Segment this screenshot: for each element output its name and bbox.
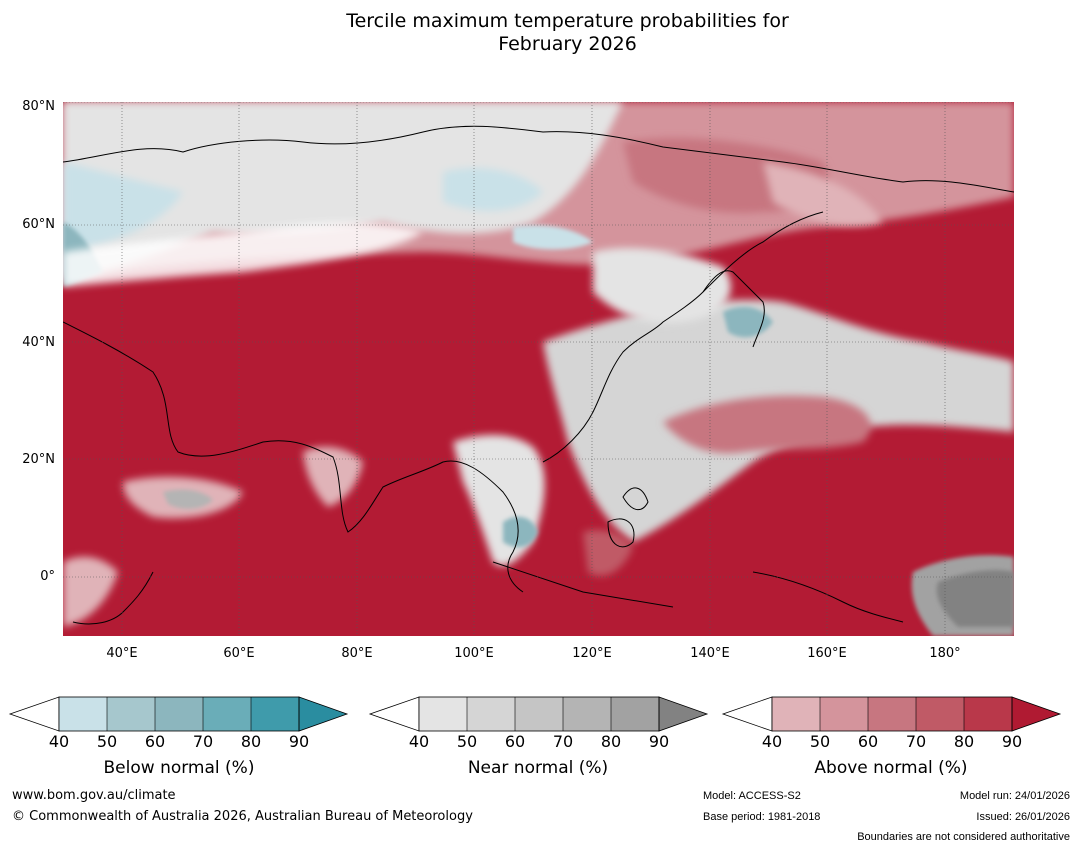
near-tick-90: 90 — [648, 732, 670, 751]
lon-label-100e: 100°E — [454, 646, 494, 661]
colorbar-near-title: Near normal (%) — [467, 758, 609, 778]
colorbar-below-swatch-50-60 — [107, 697, 155, 731]
colorbar-above-swatch-40-50 — [772, 697, 820, 731]
footer-model: Model: ACCESS-S2 — [703, 790, 801, 802]
zone-below-scandinavia — [63, 162, 183, 252]
above-tick-60: 60 — [857, 732, 879, 751]
colorbar-above — [721, 696, 1062, 732]
below-tick-40: 40 — [48, 732, 70, 751]
lon-label-80e: 80°E — [341, 646, 373, 661]
colorbar-above-swatch-60-70 — [868, 697, 916, 731]
lat-label-20n: 20°N — [22, 452, 55, 467]
colorbar-near-swatch-70-80 — [563, 697, 611, 731]
colorbar-above-swatch-80-90 — [964, 697, 1012, 731]
above-tick-40: 40 — [761, 732, 783, 751]
above-tick-50: 50 — [809, 732, 831, 751]
colorbar-above-extend-low — [721, 696, 773, 732]
lon-label-140e: 140°E — [690, 646, 730, 661]
colorbar-near-swatch-60-70 — [515, 697, 563, 731]
colorbar-below-extend-low — [8, 696, 60, 732]
zone-above-philippines — [583, 530, 633, 576]
zone-above-india-south — [303, 446, 363, 507]
below-tick-60: 60 — [144, 732, 166, 751]
near-tick-40: 40 — [408, 732, 430, 751]
colorbar-below-svg — [8, 696, 349, 732]
zone-near-horn-dark — [163, 489, 213, 509]
colorbar-below-swatch-40-50 — [59, 697, 107, 731]
colorbar-near-swatch-80-90 — [611, 697, 659, 731]
colorbar-below-extend-high — [299, 697, 347, 731]
zone-white-russia — [63, 222, 423, 287]
colorbar-below-title: Below normal (%) — [103, 758, 255, 778]
above-tick-90: 90 — [1001, 732, 1023, 751]
graticule — [63, 102, 1014, 636]
colorbar-below-swatch-60-70 — [155, 697, 203, 731]
colorbar-near-svg — [368, 696, 709, 732]
footer-disclaimer: Boundaries are not considered authoritat… — [857, 831, 1070, 843]
zone-near-mongolia — [593, 247, 731, 323]
near-tick-80: 80 — [600, 732, 622, 751]
colorbar-above-svg — [721, 696, 1062, 732]
lat-label-0: 0° — [40, 569, 55, 584]
zone-below-gulf-thailand — [503, 516, 538, 548]
near-tick-60: 60 — [504, 732, 526, 751]
near-tick-70: 70 — [552, 732, 574, 751]
forecast-map — [63, 102, 1014, 636]
lat-label-40n: 40°N — [22, 335, 55, 350]
above-tick-70: 70 — [905, 732, 927, 751]
above-tick-80: 80 — [953, 732, 975, 751]
below-tick-70: 70 — [192, 732, 214, 751]
colorbar-above-swatch-50-60 — [820, 697, 868, 731]
footer-model-run: Model run: 24/01/2026 — [959, 790, 1070, 802]
chart-title: Tercile maximum temperature probabilitie… — [0, 10, 1081, 56]
footer-website: www.bom.gov.au/climate — [12, 788, 176, 803]
colorbar-above-swatch-70-80 — [916, 697, 964, 731]
footer-issued: Issued: 26/01/2026 — [976, 811, 1070, 823]
lon-label-180: 180° — [929, 646, 961, 661]
colorbar-near-extend-low — [368, 696, 420, 732]
zone-below-central-siberia — [443, 168, 543, 211]
below-tick-80: 80 — [240, 732, 262, 751]
colorbar-below-swatch-80-90 — [251, 697, 299, 731]
zone-above-pacific-band — [663, 395, 871, 454]
lon-label-160e: 160°E — [807, 646, 847, 661]
colorbar-below — [8, 696, 349, 732]
colorbar-below-swatch-70-80 — [203, 697, 251, 731]
footer-base-period: Base period: 1981-2018 — [703, 811, 821, 823]
zone-below-japan — [723, 306, 773, 338]
near-tick-50: 50 — [456, 732, 478, 751]
below-tick-50: 50 — [96, 732, 118, 751]
zone-above-east-africa — [63, 556, 118, 627]
footer-copyright: © Commonwealth of Australia 2026, Austra… — [12, 809, 473, 824]
below-tick-90: 90 — [288, 732, 310, 751]
lat-label-60n: 60°N — [22, 217, 55, 232]
title-line-2: February 2026 — [498, 33, 637, 55]
zone-above-kamchatka — [763, 162, 883, 226]
colorbar-above-extend-high — [1012, 697, 1060, 731]
lat-label-80n: 80°N — [22, 99, 55, 114]
zone-near-pacific-dark — [936, 570, 1014, 627]
lon-label-40e: 40°E — [106, 646, 138, 661]
zone-below-baikal — [513, 225, 593, 250]
colorbar-near-swatch-50-60 — [467, 697, 515, 731]
colorbar-near — [368, 696, 709, 732]
colorbar-above-title: Above normal (%) — [814, 758, 968, 778]
zone-near-siberia — [63, 102, 623, 277]
colorbar-near-extend-high — [659, 697, 707, 731]
map-canvas — [63, 102, 1014, 636]
lon-label-120e: 120°E — [572, 646, 612, 661]
colorbar-near-swatch-40-50 — [419, 697, 467, 731]
title-line-1: Tercile maximum temperature probabilitie… — [346, 10, 789, 32]
lon-label-60e: 60°E — [223, 646, 255, 661]
